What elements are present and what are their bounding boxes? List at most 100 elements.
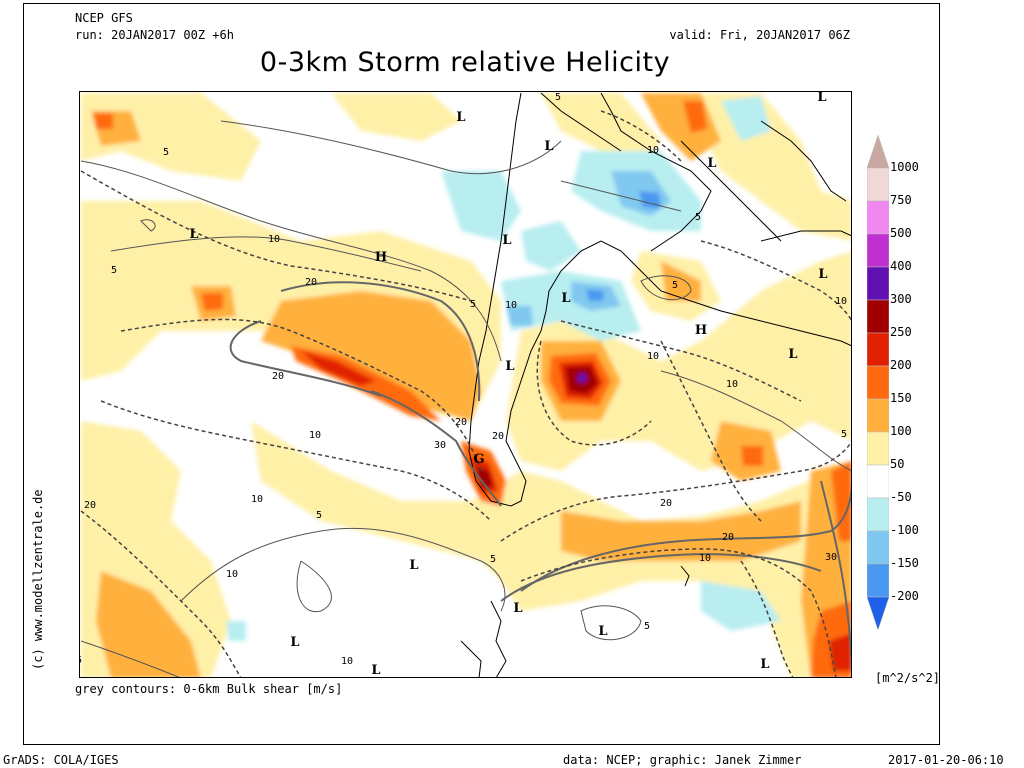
colorbar-band <box>867 596 889 630</box>
colorbar-tick-label: 50 <box>890 457 905 471</box>
colorbar-bar <box>867 135 889 630</box>
colorbar-band <box>867 464 889 499</box>
pressure-label: L <box>505 359 514 374</box>
data-credit: data: NCEP; graphic: Janek Zimmer <box>563 753 802 767</box>
contour-label: 20 <box>84 500 96 511</box>
colorbar-tick-label: 500 <box>890 226 912 240</box>
contour-label: 5 <box>490 554 496 565</box>
contour-label: 5 <box>695 212 701 223</box>
model-label: NCEP GFS <box>75 11 133 25</box>
contour-label: 5 <box>316 510 322 521</box>
pressure-label: L <box>760 657 769 672</box>
contour-label: 5 <box>80 655 82 666</box>
colorbar-band <box>867 497 889 532</box>
pressure-label: H <box>695 323 707 338</box>
contour-label: 10 <box>726 379 738 390</box>
pressure-label: L <box>290 635 299 650</box>
pressure-label: L <box>409 558 418 573</box>
valid-label: valid: Fri, 20JAN2017 06Z <box>669 28 850 42</box>
shear-contours <box>80 120 851 677</box>
contour-label: 10 <box>647 145 659 156</box>
colorbar-band <box>867 530 889 565</box>
contour-label: 20 <box>455 417 467 428</box>
contour-label: 20 <box>305 277 317 288</box>
map-canvas: L L L L L L L L L L L L L L L L H H G 5 5 10 20 20 10 5 10 20 30 20 1… <box>80 92 851 678</box>
page-title: 0-3km Storm relative Helicity <box>259 47 671 78</box>
pressure-label: L <box>817 92 826 105</box>
pressure-label: L <box>189 227 198 242</box>
colorbar-band <box>867 266 889 301</box>
contour-label: 10 <box>835 296 847 307</box>
run-label: run: 20JAN2017 00Z +6h <box>75 28 234 42</box>
colorbar-tick-label: -50 <box>890 490 912 504</box>
colorbar-tick-label: 250 <box>890 325 912 339</box>
pressure-label: L <box>818 267 827 282</box>
pressure-label: L <box>598 624 607 639</box>
pressure-labels: L L L L L L L L L L L L L L L L H H G <box>189 92 827 678</box>
colorbar-tick-label: 750 <box>890 193 912 207</box>
colorbar-tick-label: 150 <box>890 391 912 405</box>
contour-label: 10 <box>647 351 659 362</box>
pressure-label: L <box>707 156 716 171</box>
colorbar-tick-label: -200 <box>890 589 919 603</box>
colorbar-band <box>867 332 889 367</box>
colorbar-band <box>867 431 889 466</box>
contour-label: 30 <box>434 440 446 451</box>
coastlines <box>460 92 851 677</box>
colorbar-tick-label: 200 <box>890 358 912 372</box>
contour-label: 5 <box>470 299 476 310</box>
contour-label: 20 <box>272 371 284 382</box>
colorbar-band <box>867 167 889 202</box>
pressure-label: L <box>788 347 797 362</box>
grads-label: GrADS: COLA/IGES <box>3 753 119 767</box>
pressure-label: L <box>561 291 570 306</box>
colorbar-band <box>867 233 889 268</box>
colorbar-band <box>867 200 889 235</box>
contour-label: 5 <box>163 147 169 158</box>
contour-label: 5 <box>841 429 847 440</box>
contour-label: 5 <box>555 92 561 103</box>
colorbar-band <box>867 365 889 400</box>
contour-label: 5 <box>672 280 678 291</box>
shear-contours-thick <box>229 281 851 677</box>
contour-label: 20 <box>492 431 504 442</box>
helicity-map: L L L L L L L L L L L L L L L L H H G 5 5 10 20 20 10 5 10 20 30 20 1… <box>79 91 852 678</box>
figure-frame <box>23 3 940 745</box>
website-credit: (c) www.modellzentrale.de <box>31 489 45 670</box>
contour-label: 30 <box>825 552 837 563</box>
pressure-label: L <box>544 139 553 154</box>
colorbar-tick-label: 100 <box>890 424 912 438</box>
contour-label: 10 <box>699 553 711 564</box>
contours-note: grey contours: 0-6km Bulk shear [m/s] <box>75 682 343 696</box>
contour-label: 5 <box>644 621 650 632</box>
pressure-label: L <box>456 110 465 125</box>
contour-label: 20 <box>660 498 672 509</box>
pressure-label: H <box>375 250 387 265</box>
colorbar-tick-label: -150 <box>890 556 919 570</box>
pressure-label: G <box>473 452 484 467</box>
colorbar-unit: [m^2/s^2] <box>875 671 941 685</box>
contour-label: 10 <box>505 300 517 311</box>
contour-labels: 5 5 10 20 20 10 5 10 20 30 20 10 5 5 10 10 10 5 20 10 5 20 20 1… <box>80 92 847 667</box>
colorbar-tick-label: 1000 <box>890 160 919 174</box>
colorbar-band <box>867 563 889 598</box>
helicity-shading <box>81 93 851 677</box>
pressure-label: L <box>371 663 380 678</box>
colorbar-band <box>867 398 889 433</box>
contour-label: 20 <box>722 532 734 543</box>
colorbar-tick-label: 300 <box>890 292 912 306</box>
shear-contours-dashed <box>80 110 851 677</box>
colorbar-band <box>867 135 889 169</box>
contour-label: 10 <box>251 494 263 505</box>
timestamp: 2017-01-20-06:10 <box>888 753 1004 767</box>
contour-label: 10 <box>268 234 280 245</box>
contour-label: 10 <box>226 569 238 580</box>
colorbar-tick-label: -100 <box>890 523 919 537</box>
colorbar-tick-label: 400 <box>890 259 912 273</box>
pressure-label: L <box>513 601 522 616</box>
colorbar-band <box>867 299 889 334</box>
contour-label: 10 <box>309 430 321 441</box>
pressure-label: L <box>502 233 511 248</box>
contour-label: 10 <box>341 656 353 667</box>
contour-label: 5 <box>111 265 117 276</box>
